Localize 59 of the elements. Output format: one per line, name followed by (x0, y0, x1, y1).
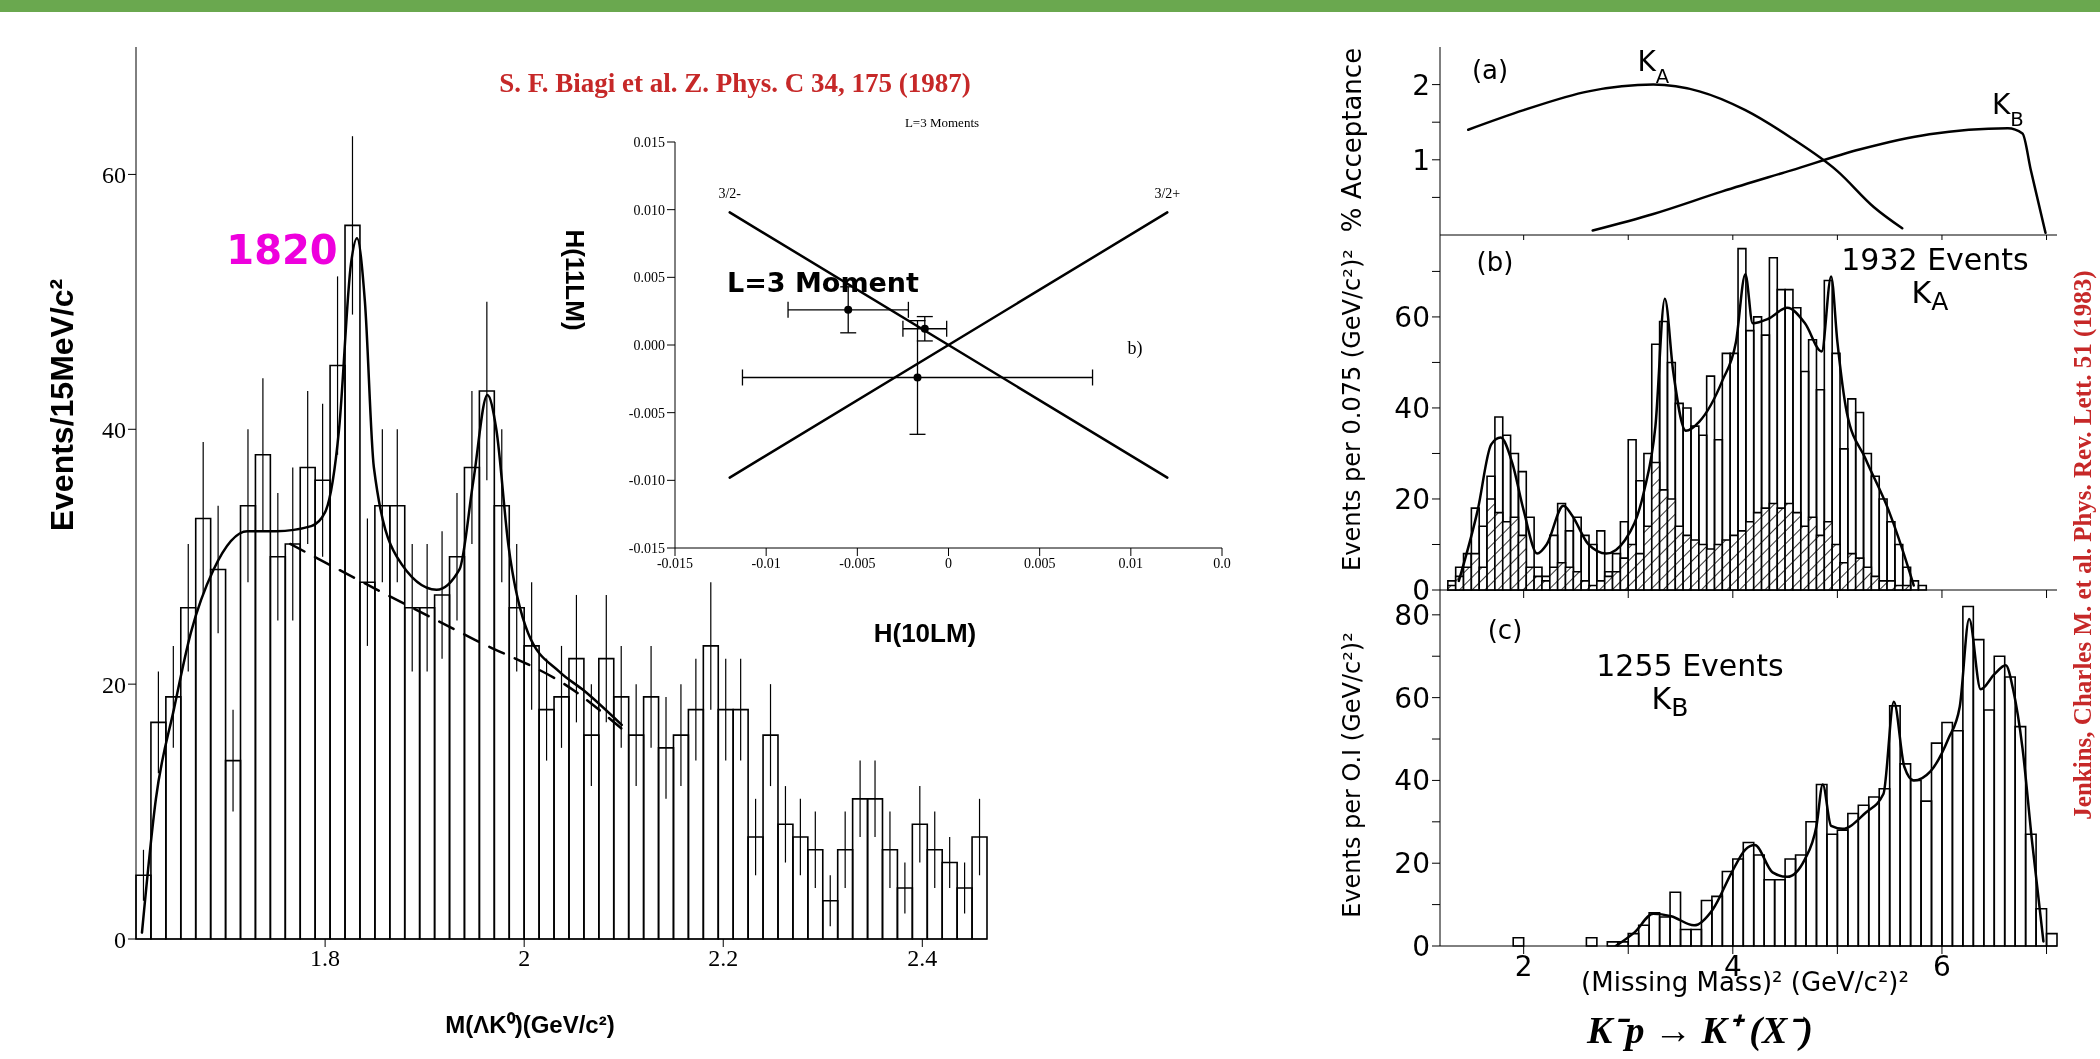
y-tick-label: 40 (1394, 764, 1430, 798)
series-label: 3/2+ (1154, 186, 1181, 202)
y-tick-label: 60 (1394, 681, 1430, 715)
annotation: (c) (1487, 615, 1523, 645)
annotation: (b) (1476, 247, 1514, 277)
series-label: 3/2- (718, 186, 742, 202)
y-axis-title: H(11LM) (560, 229, 590, 331)
y-tick-label: 0 (114, 926, 126, 953)
y-tick-label: 60 (102, 161, 126, 188)
annotation: 1932 Events (1841, 242, 2029, 277)
x-tick-label: 0 (945, 555, 952, 571)
y-tick-label: 0.015 (633, 134, 665, 150)
x-tick-label: -0.01 (751, 555, 781, 571)
series-label: K$_{B}$ (1991, 88, 2024, 131)
y-tick-label: 20 (102, 671, 126, 698)
y-tick-label: 0.000 (633, 337, 665, 353)
y-axis-title: % Acceptance (1337, 47, 1367, 233)
point (844, 305, 853, 314)
chart-title: L=3 Moments (904, 114, 980, 130)
annotation: 1255 Events (1596, 648, 1784, 683)
annotation: 1820 (226, 227, 338, 273)
series-label: K$_{A}$ (1637, 44, 1670, 88)
x-tick-label: -0.005 (839, 555, 876, 571)
x-axis-title: M(ΛK⁰)(GeV/c²) (445, 1011, 615, 1038)
y-tick-label: 60 (1394, 300, 1430, 334)
x-tick-label: 1.8 (310, 945, 341, 972)
text: K⁻p → K⁺ (X⁻) (1587, 1009, 1813, 1051)
x-tick-label: 0.01 (1118, 555, 1144, 571)
x-tick-label: 2.2 (708, 945, 739, 972)
y-tick-label: 1 (1412, 143, 1430, 177)
y-axis-title: Events/15MeV/c² (44, 278, 80, 532)
y-tick-label: 20 (1394, 482, 1430, 516)
y-tick-label: 40 (102, 416, 126, 443)
y-tick-label: 0.005 (633, 270, 665, 286)
x-tick-label: 2.4 (907, 945, 938, 972)
x-tick-label: 0.0 (1213, 555, 1231, 571)
annotation: K$_{B}$ (1651, 681, 1689, 722)
y-tick-label: 0.010 (633, 202, 665, 218)
y-tick-label: -0.005 (628, 405, 665, 421)
annotation: (a) (1471, 55, 1509, 85)
annotation: S. F. Biagi et al. Z. Phys. C 34, 175 (1987) (499, 67, 971, 98)
y-tick-label: 20 (1394, 847, 1430, 881)
annotation: K$_{A}$ (1911, 275, 1949, 316)
point (913, 373, 922, 382)
x-tick-label: 0.005 (1023, 555, 1056, 571)
text: Jenkins, Charles M. et al. Phys. Rev. Lett. 51 (1983) (2068, 270, 2096, 820)
annotation: b) (1127, 338, 1143, 358)
y-tick-label: 2 (1412, 68, 1430, 102)
y-axis-title: Events per O.I (GeV/c²)² (1338, 632, 1366, 918)
x-tick-label: 6 (1933, 949, 1951, 983)
x-tick-label: 2 (518, 945, 531, 972)
x-tick-label: 2 (1514, 949, 1533, 983)
x-tick-label: -0.015 (656, 555, 694, 571)
x-axis-title: H(10LM) (873, 618, 977, 648)
point (920, 324, 929, 333)
y-tick-label: -0.015 (628, 540, 665, 556)
y-axis-title: Events per 0.075 (GeV/c²)² (1338, 249, 1366, 571)
y-tick-label: 40 (1394, 391, 1430, 425)
y-tick-label: -0.010 (628, 473, 665, 489)
